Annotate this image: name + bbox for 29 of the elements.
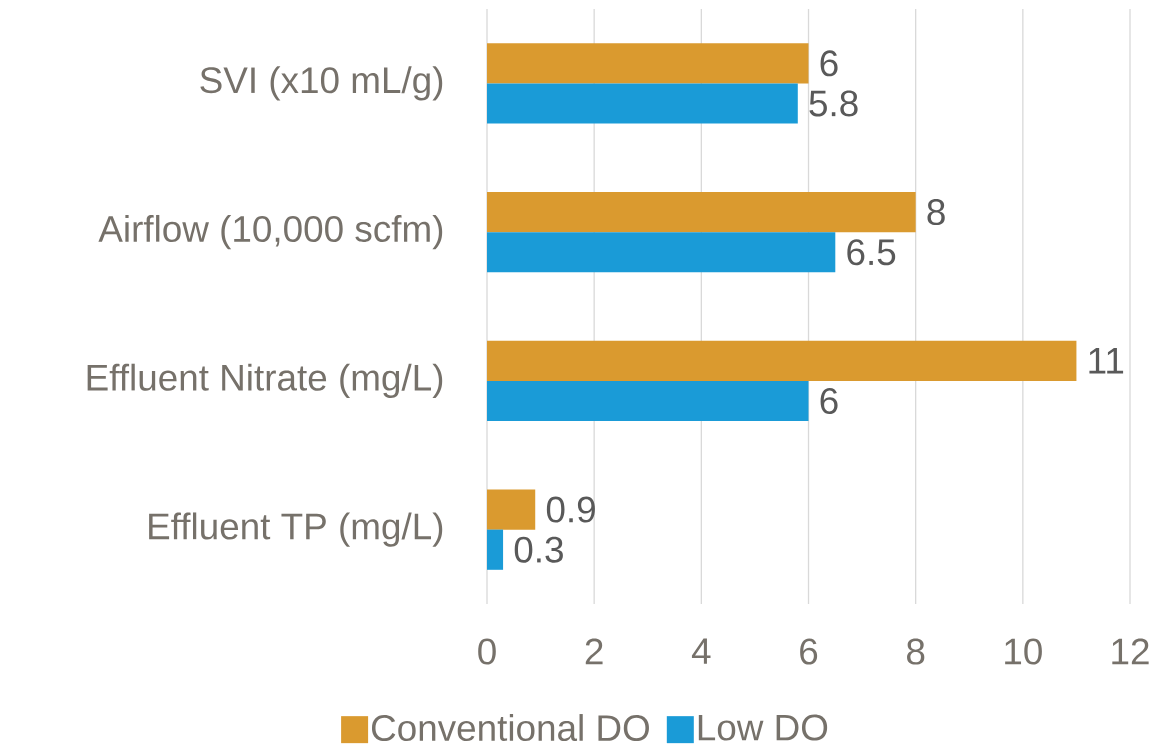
x-tick-label: 12 <box>1112 638 1149 665</box>
bar <box>487 191 916 233</box>
y-tick-label: Effluent Nitrate (mg/L) <box>87 363 443 399</box>
y-tick-label: SVI (x10 mL/g) <box>200 66 443 101</box>
bar <box>487 380 809 422</box>
x-tick-label: 4 <box>691 638 711 664</box>
x-tick-label: 0 <box>478 638 496 665</box>
y-tick-label: Effluent TP (mg/L) <box>149 512 443 547</box>
data-label: 0.3 <box>514 536 563 563</box>
bar <box>487 529 504 570</box>
x-tick-label: 10 <box>1005 638 1042 665</box>
bar <box>487 489 536 530</box>
bar <box>487 232 836 273</box>
x-tick-label: 2 <box>585 638 603 665</box>
data-label: 6 <box>820 50 838 77</box>
legend-label: Conventional DO <box>371 714 649 742</box>
data-label: 11 <box>1089 348 1124 374</box>
data-label: 8 <box>927 199 945 226</box>
data-label: 0.9 <box>546 496 595 523</box>
x-tick-label: 6 <box>800 638 818 665</box>
bar <box>487 340 1077 381</box>
data-label: 5.8 <box>809 90 858 117</box>
y-tick-label: Airflow (10,000 scfm) <box>98 214 443 250</box>
legend-label: Low DO <box>698 714 828 741</box>
data-label: 6.5 <box>847 239 896 266</box>
x-tick-label: 8 <box>907 638 925 665</box>
bar <box>487 43 809 84</box>
data-label: 6 <box>820 387 838 415</box>
bar <box>487 83 798 124</box>
